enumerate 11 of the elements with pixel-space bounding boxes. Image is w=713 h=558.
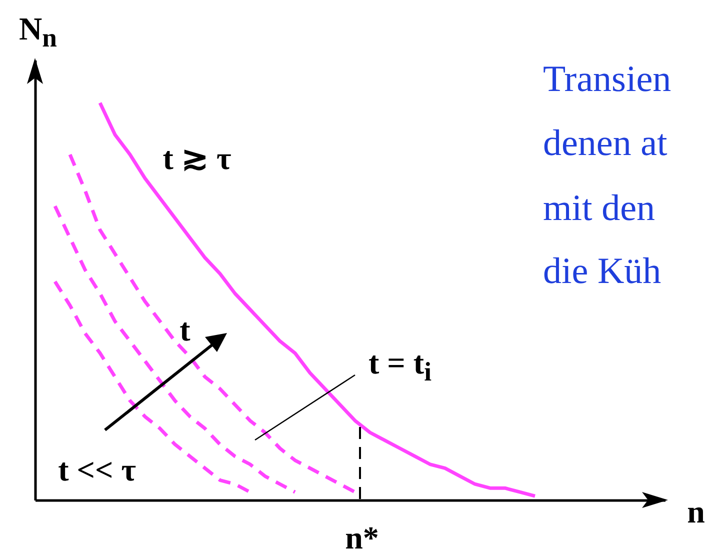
annotation: mit den: [543, 187, 656, 230]
annotation: t ≳ τ: [162, 139, 232, 177]
y-axis-title: N$_{n}$: [19, 10, 57, 54]
text: n*: [345, 520, 379, 556]
x-axis-title: n: [687, 494, 705, 530]
text: Transien: [543, 58, 672, 101]
annotation: t: [180, 312, 190, 348]
annotation: t = t$_{i}$: [368, 344, 432, 388]
annotation: t << τ: [58, 452, 136, 488]
annotation: die Küh: [543, 250, 662, 293]
annotation: denen at: [543, 122, 668, 165]
